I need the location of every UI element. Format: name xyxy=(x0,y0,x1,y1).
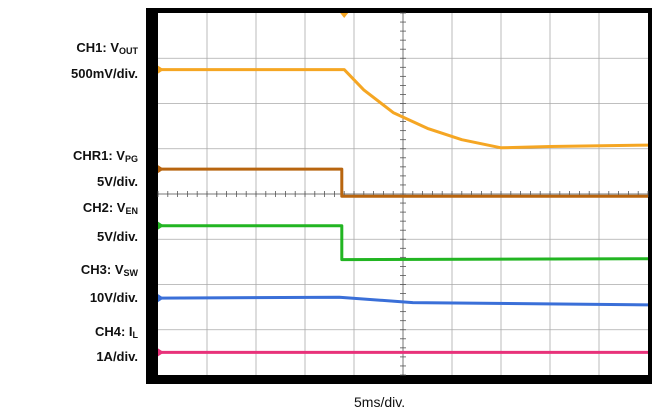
trace-ch2 xyxy=(158,224,649,262)
chr1-label: CHR1: VPG xyxy=(72,148,138,164)
trigger-marker xyxy=(340,13,349,18)
channel-marker-chr1 xyxy=(158,165,164,174)
channel-marker-ch1 xyxy=(158,65,164,74)
timebase-label: 5ms/div. xyxy=(354,394,406,410)
ch3-label: CH3: VSW xyxy=(80,262,138,278)
trace-ch1 xyxy=(158,68,649,150)
ch4-label: CH4: IL xyxy=(94,324,138,340)
trace-ch3 xyxy=(157,295,649,307)
ch1-scale: 500mV/div. xyxy=(71,66,138,81)
ch4-scale: 1A/div. xyxy=(96,349,138,364)
channel-marker-ch2 xyxy=(158,221,164,230)
ch2-label: CH2: VEN xyxy=(82,200,138,216)
graticule xyxy=(157,12,649,376)
trace-layer xyxy=(157,68,649,354)
ch3-scale: 10V/div. xyxy=(89,290,138,305)
channel-marker-ch4 xyxy=(158,348,164,357)
oscilloscope-screen xyxy=(146,8,652,384)
channel-markers xyxy=(158,13,349,357)
trace-chr1 xyxy=(158,167,648,198)
ch1-label: CH1: VOUT xyxy=(76,40,138,56)
ch2-scale: 5V/div. xyxy=(97,229,138,244)
chr1-scale: 5V/div. xyxy=(97,174,138,189)
channel-marker-ch3 xyxy=(158,294,164,303)
